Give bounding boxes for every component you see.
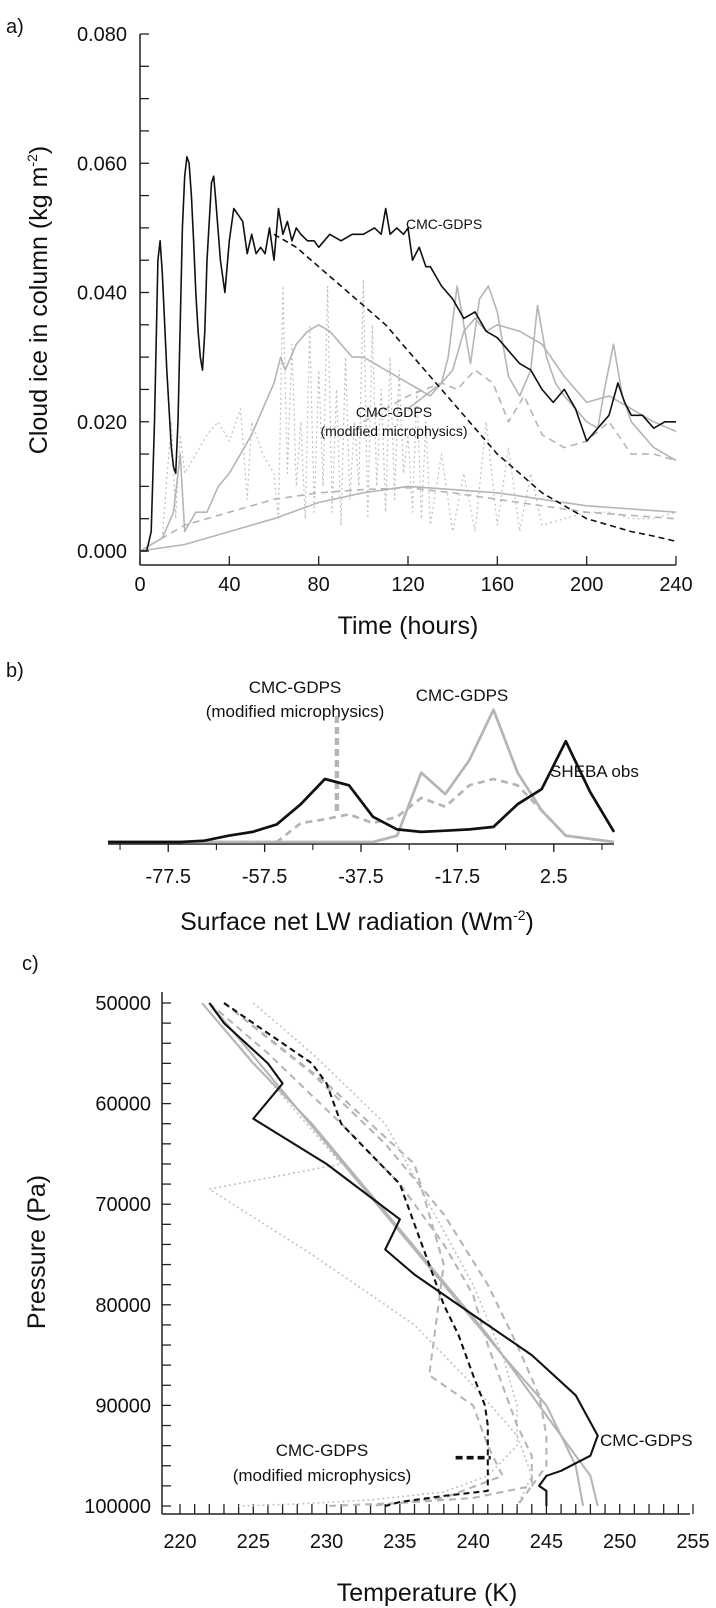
panel-c-label: c) — [22, 953, 39, 975]
panel-b: b) -77.5 -57.5 -37.5 -17.5 2.5 CMC-GDPS (mod… — [6, 660, 639, 936]
panel-a-label: a) — [6, 16, 24, 38]
panel-c-y-tick-label: 70000 — [95, 1194, 151, 1216]
panel-a-series-1-line — [362, 369, 677, 462]
panel-c-x-tick-label: 235 — [383, 1531, 416, 1553]
panel-c-series-2-line — [238, 1002, 518, 1507]
panel-b-x-tick-label: -57.5 — [242, 866, 288, 888]
panel-a-x-axis-title: Time (hours) — [338, 612, 479, 640]
panel-a-y-axis-title-sup: -2 — [24, 154, 40, 167]
panel-c-x-tick-label: 250 — [603, 1531, 636, 1553]
panel-a-series-2-line — [140, 486, 677, 552]
panel-b-annotation-modified-2: (modified microphysics) — [206, 702, 385, 721]
panel-a-y-tick-label: 0.060 — [77, 153, 127, 175]
panel-a-series-6-line — [273, 233, 677, 543]
panel-c-y-axis-title: Pressure (Pa) — [23, 1175, 51, 1329]
panel-c-annotation-modified-2: (modified microphysics) — [233, 1466, 412, 1485]
panel-c-x-tick-label: 225 — [237, 1531, 270, 1553]
panel-b-x-tick-label: 2.5 — [540, 866, 568, 888]
panel-a-annotation-modified-2: (modified microphysics) — [320, 423, 467, 439]
panel-a-x-tick-label: 120 — [391, 574, 424, 596]
panel-b-x-axis-title: Surface net LW radiation (Wm-2) — [180, 907, 534, 936]
panel-a-y-tick-label: 0.020 — [77, 412, 127, 434]
panel-a-series-0-line — [140, 279, 677, 552]
panel-a-y-axis-title-close: ) — [25, 146, 53, 154]
panel-a-series-7-line — [140, 156, 676, 552]
panel-c-y-tick-label: 100000 — [84, 1496, 151, 1518]
panel-b-x-tick-label: -37.5 — [338, 866, 384, 888]
panel-a-series-5-line — [140, 317, 677, 552]
panel-c-y-tick-label: 80000 — [95, 1295, 151, 1317]
panel-a-x-tick-label: 80 — [308, 574, 330, 596]
panel-b-annotation-sheba: SHEBA obs — [550, 762, 639, 781]
panel-c-x-tick-label: 230 — [310, 1531, 343, 1553]
panel-a-annotation-cmc-gdps: CMC-GDPS — [406, 216, 482, 232]
panel-c-y-tick-label: 60000 — [95, 1094, 151, 1116]
panel-c-annotation-cmc-gdps: CMC-GDPS — [600, 1431, 693, 1450]
panel-c-series-4-line — [208, 1002, 533, 1507]
panel-c-series-5-line — [201, 1002, 585, 1507]
panel-b-x-tick-label: -77.5 — [145, 866, 191, 888]
panel-a-y-tick-label: 0.080 — [77, 24, 127, 46]
panel-a-y-axis-title: Cloud ice in column (kg m-2) — [24, 146, 53, 454]
panel-b-x-axis-title-sup: -2 — [513, 907, 526, 923]
panel-a-annotation-modified-1: CMC-GDPS — [356, 404, 432, 420]
panel-c-annotation-modified-1: CMC-GDPS — [276, 1441, 369, 1460]
panel-c-x-tick-label: 240 — [456, 1531, 489, 1553]
panel-a-series-4-line — [140, 485, 677, 552]
panel-b-x-axis-title-close: ) — [526, 908, 534, 936]
panel-b-annotation-cmc-gdps: CMC-GDPS — [416, 686, 509, 705]
panel-b-series-2-line — [108, 708, 615, 844]
panel-b-series-1-line — [108, 777, 615, 844]
panel-a-x-tick-label: 40 — [218, 574, 240, 596]
panel-c: c) 50000 60000 70000 80000 90000 100000 220 22… — [22, 953, 710, 1607]
panel-a-y-tick-label: 0.040 — [77, 283, 127, 305]
panel-b-annotation-modified-1: CMC-GDPS — [249, 678, 342, 697]
panel-c-x-tick-label: 220 — [163, 1531, 196, 1553]
panel-a-x-tick-label: 200 — [570, 574, 603, 596]
panel-c-x-tick-label: 245 — [530, 1531, 563, 1553]
panel-b-series-3-line — [108, 739, 616, 844]
panel-c-series-3-line — [223, 1002, 548, 1508]
panel-a-x-tick-label: 0 — [134, 574, 145, 596]
panel-a-x-tick-label: 240 — [659, 574, 692, 596]
panel-a: a) 0.000 0.020 0.040 0.060 0.080 0 40 80 120 160… — [6, 16, 693, 640]
panel-c-series-8-line — [223, 1002, 489, 1508]
panel-c-y-tick-label: 90000 — [95, 1395, 151, 1417]
panel-c-series-6-line — [208, 1002, 599, 1507]
panel-b-label: b) — [6, 660, 24, 682]
panel-a-x-tick-label: 160 — [481, 574, 514, 596]
panel-a-y-tick-label: 0.000 — [77, 541, 127, 563]
panel-c-series-0-line — [223, 1002, 504, 1508]
panel-c-y-tick-label: 50000 — [95, 993, 151, 1015]
panel-c-series-9-line — [208, 1002, 599, 1506]
panel-c-x-tick-label: 255 — [676, 1531, 709, 1553]
panel-c-x-axis-title: Temperature (K) — [337, 1579, 518, 1607]
panel-b-x-tick-label: -17.5 — [435, 866, 481, 888]
